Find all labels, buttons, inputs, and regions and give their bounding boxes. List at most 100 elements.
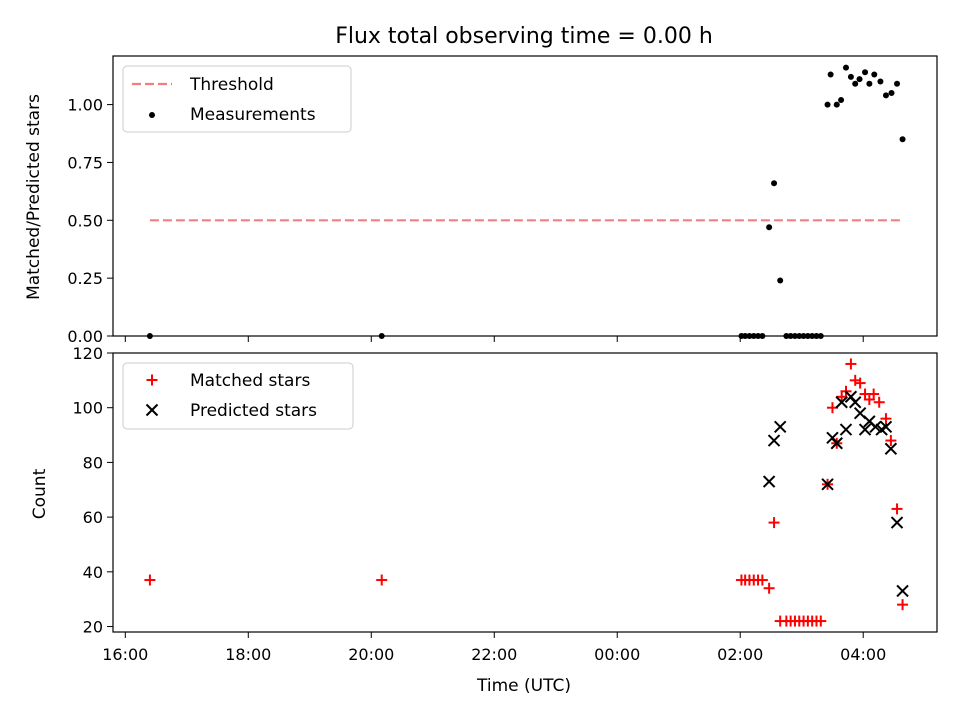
- measurement-point: [817, 333, 824, 339]
- measurement-point: [800, 333, 807, 339]
- legend-matched-label: Matched stars: [190, 371, 310, 391]
- predicted-stars-point: [869, 420, 882, 434]
- bottom-xtick-label: 22:00: [471, 645, 517, 664]
- measurement-point: [759, 333, 766, 339]
- bottom-ylabel: Count: [30, 468, 50, 519]
- measurement-point: [746, 333, 753, 339]
- bottom-legend: [122, 362, 354, 430]
- measurement-point: [838, 96, 845, 103]
- matched-stars-point: [768, 517, 780, 529]
- measurement-point: [899, 136, 906, 143]
- predicted-stars-point: [830, 437, 843, 450]
- measurement-point: [833, 101, 840, 108]
- measurement-point: [827, 71, 834, 78]
- matched-stars-point: [880, 413, 892, 425]
- measurement-point: [783, 333, 790, 339]
- matched-stars-point: [826, 402, 838, 414]
- bottom-ytick-label: 80: [83, 453, 103, 472]
- predicted-stars-point: [821, 478, 834, 491]
- legend-measurements-label: Measurements: [190, 105, 316, 125]
- predicted-stars-point: [835, 396, 848, 409]
- top-legend: [122, 65, 352, 133]
- measurement-point: [842, 64, 849, 71]
- top-ytick-label: 0.25: [67, 269, 103, 288]
- matched-stars-point: [756, 574, 768, 586]
- measurement-point: [847, 73, 854, 80]
- legend-matched-swatch: [146, 374, 158, 386]
- measurement-point: [804, 333, 811, 339]
- bottom-ytick-label: 20: [83, 618, 103, 637]
- top-ylabel: Matched/Predicted stars: [24, 94, 44, 300]
- measurement-point: [894, 80, 901, 87]
- bottom-ytick-label: 40: [83, 563, 103, 582]
- legend-measurements-swatch: [149, 112, 155, 118]
- bottom-xtick-label: 00:00: [594, 645, 640, 664]
- predicted-stars-point: [839, 423, 853, 436]
- measurement-point: [796, 333, 803, 339]
- bottom-xtick-label: 18:00: [225, 645, 271, 664]
- matched-stars-point: [897, 599, 909, 611]
- predicted-stars-point: [890, 516, 904, 529]
- measurement-point: [813, 333, 820, 339]
- predicted-stars-point: [896, 584, 909, 598]
- matched-stars-point: [849, 374, 861, 386]
- matched-stars-point: [891, 503, 903, 515]
- top-ytick-label: 1.00: [67, 96, 103, 115]
- bottom-xtick-label: 16:00: [102, 645, 148, 664]
- xlabel: Time (UTC): [476, 676, 571, 696]
- predicted-stars-point: [884, 442, 898, 455]
- measurement-point: [852, 80, 859, 87]
- top-plot-frame: [112, 55, 938, 337]
- measurement-point: [755, 333, 762, 339]
- matched-stars-point: [885, 435, 897, 447]
- bottom-xtick-label: 02:00: [717, 645, 763, 664]
- measurement-point: [742, 333, 749, 339]
- measurement-point: [809, 333, 816, 339]
- matched-stars-point: [763, 582, 775, 594]
- measurement-point: [877, 78, 884, 85]
- measurement-point: [766, 224, 773, 231]
- matched-stars-point: [873, 396, 885, 408]
- matched-stars-point: [376, 574, 388, 586]
- measurement-point: [777, 277, 784, 284]
- bottom-axes: 20 40 60 80 100 120 16:00 18:00 20:00 22:00 00:00 0…: [72, 344, 938, 664]
- measurement-point: [824, 101, 831, 108]
- bottom-ytick-label: 120: [72, 344, 103, 363]
- predicted-stars-point: [879, 420, 893, 434]
- top-ytick-label: 0.00: [67, 327, 103, 346]
- measurement-point: [146, 333, 153, 339]
- legend-predicted-label: Predicted stars: [190, 401, 317, 421]
- measurement-point: [787, 333, 794, 339]
- predicted-stars-point: [858, 423, 872, 436]
- top-ytick-label: 0.75: [67, 153, 103, 172]
- bottom-plot-frame: [112, 352, 938, 633]
- measurement-point: [771, 180, 778, 187]
- matched-stars-point: [845, 358, 857, 370]
- legend-threshold-label: Threshold: [189, 75, 274, 95]
- predicted-stars-point: [773, 420, 787, 434]
- matched-stars-point: [854, 377, 866, 389]
- matched-stars-point: [815, 615, 827, 627]
- bottom-ytick-label: 60: [83, 508, 103, 527]
- measurement-point: [871, 71, 878, 78]
- predicted-stars-point: [767, 434, 781, 447]
- measurement-point: [750, 333, 757, 339]
- top-ytick-label: 0.50: [67, 211, 103, 230]
- measurement-point: [856, 76, 863, 83]
- predicted-stars-point: [762, 475, 776, 488]
- measurement-point: [791, 333, 798, 339]
- bottom-xtick-label: 04:00: [840, 645, 886, 664]
- predicted-stars-point: [849, 396, 862, 409]
- measurement-point: [882, 92, 889, 99]
- matched-stars-point: [144, 574, 156, 586]
- measurement-point: [888, 90, 895, 97]
- matched-stars-point: [868, 388, 880, 400]
- measurement-point: [862, 69, 869, 76]
- bottom-ytick-label: 100: [72, 399, 103, 418]
- bottom-xtick-label: 20:00: [348, 645, 394, 664]
- chart-title: Flux total observing time = 0.00 h: [335, 24, 713, 49]
- measurement-point: [378, 333, 385, 339]
- legend-predicted-swatch: [145, 403, 159, 417]
- measurement-point: [866, 80, 873, 87]
